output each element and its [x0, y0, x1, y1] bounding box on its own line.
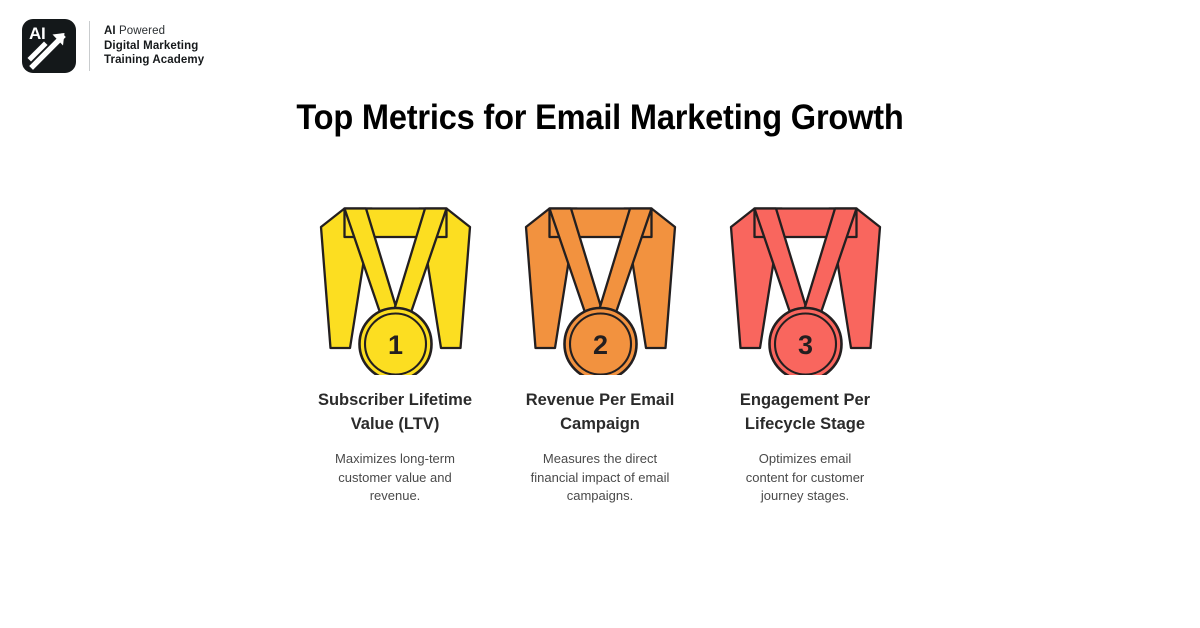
brand-line1-bold: AI [104, 25, 116, 38]
metric-title-2: Revenue Per Email Campaign [525, 391, 675, 433]
brand-mark-label: AI [29, 24, 46, 43]
medal-icon-1: 1 [308, 190, 483, 375]
brand-line3: Training Academy [104, 54, 205, 67]
metric-title-1: Subscriber Lifetime Value (LTV) [317, 391, 473, 433]
page-title: Top Metrics for Email Marketing Growth [296, 98, 904, 137]
medal-number-1: 1 [387, 330, 402, 360]
brand-name: AI Powered Digital Marketing Training Ac… [104, 24, 204, 68]
brand-divider [89, 21, 90, 71]
metric-card-3: 3 Engagement Per Lifecycle Stage Optimiz… [710, 190, 900, 506]
medal-number-2: 2 [592, 330, 607, 360]
brand-line1-light: Powered [115, 25, 166, 38]
brand-line2: Digital Marketing [104, 39, 199, 52]
metric-title-3: Engagement Per Lifecycle Stage [739, 391, 871, 433]
metric-description-2: Measures the direct financial impact of … [530, 451, 670, 503]
metric-description-3: Optimizes email content for customer jou… [745, 451, 865, 503]
brand-logo: AI AI Powered Digital Marketing Training… [22, 18, 204, 74]
metric-description-1: Maximizes long-term customer value and r… [335, 451, 455, 503]
ai-growth-arrow-icon: AI [22, 19, 76, 73]
medal-number-3: 3 [797, 330, 812, 360]
metrics-row: 1 Subscriber Lifetime Value (LTV) Maximi… [300, 190, 900, 506]
metric-card-1: 1 Subscriber Lifetime Value (LTV) Maximi… [300, 190, 490, 506]
medal-icon-2: 2 [513, 190, 688, 375]
metric-card-2: 2 Revenue Per Email Campaign Measures th… [505, 190, 695, 506]
medal-icon-3: 3 [718, 190, 893, 375]
